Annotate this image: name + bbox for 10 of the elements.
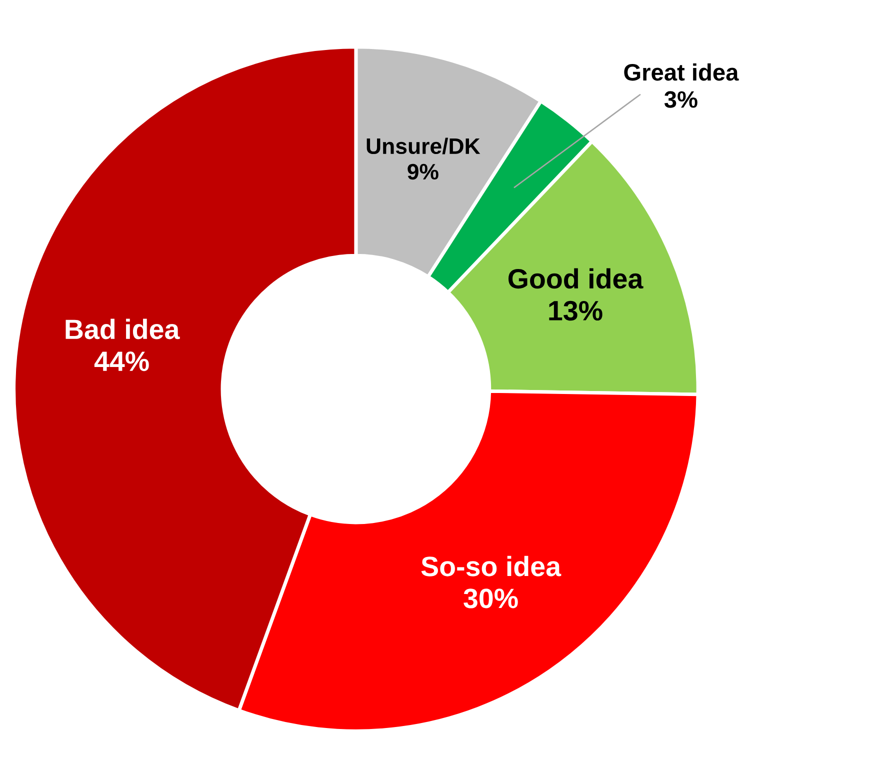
slice-label: Unsure/DK xyxy=(366,138,480,154)
slice-label: Bad idea xyxy=(66,318,180,340)
data-label: 30% xyxy=(464,588,518,608)
slice-label: Great idea xyxy=(624,63,739,81)
slice-label: Good idea xyxy=(508,268,644,289)
data-label: 44% xyxy=(94,352,149,372)
data-label: 3% xyxy=(664,91,698,108)
data-label: 9% xyxy=(408,164,438,180)
data-label: 13% xyxy=(549,300,602,321)
slice-label: So-so idea xyxy=(421,556,562,576)
